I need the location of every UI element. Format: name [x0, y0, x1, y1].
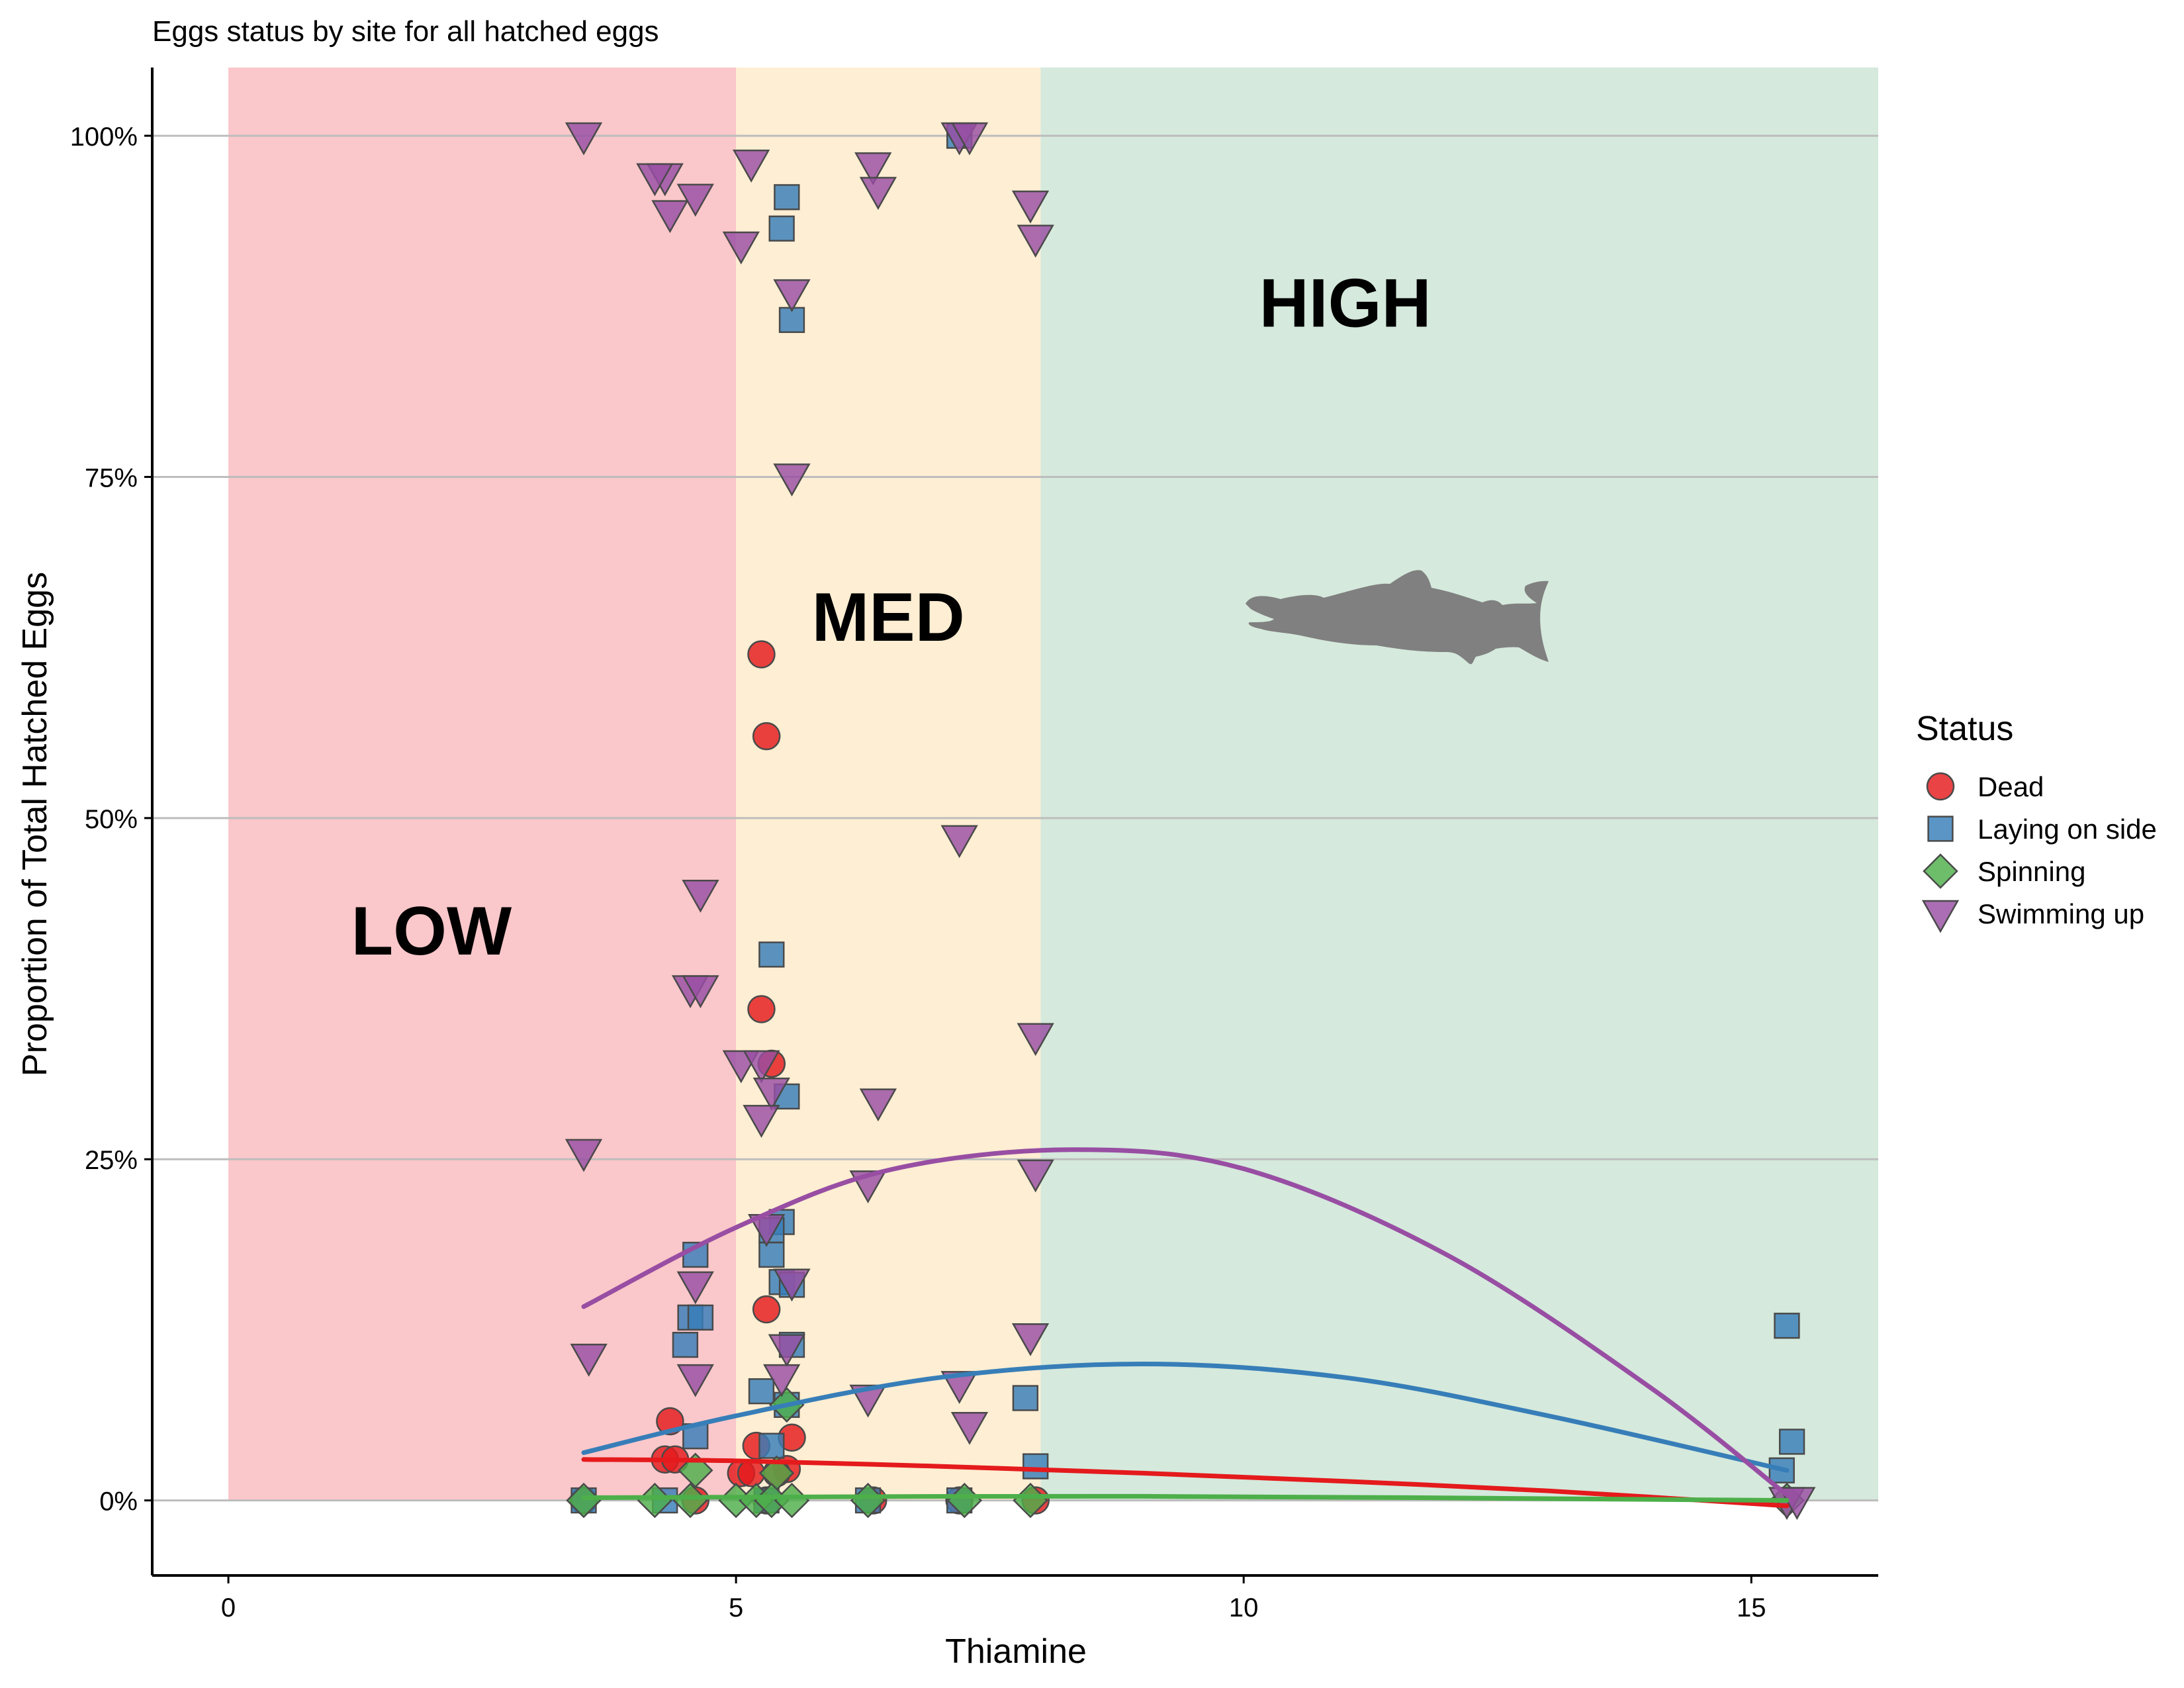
point-swimming-up [768, 1334, 805, 1368]
zone-label-low: LOW [351, 893, 512, 970]
point-dead [747, 640, 776, 669]
legend-label-laying-on-side: Laying on side [1978, 814, 2157, 845]
point-swimming-up [1011, 190, 1050, 224]
point-dead [747, 995, 776, 1023]
x-axis-label: Thiamine [945, 1632, 1087, 1671]
y-tick-label: 25% [85, 1146, 138, 1175]
zone-label-high: HIGH [1259, 265, 1432, 342]
point-swimming-up [732, 150, 770, 183]
point-swimming-up [676, 1271, 714, 1305]
y-tick-label: 50% [85, 805, 138, 834]
legend: Status Dead Laying on side Spinning Swimmin… [1916, 710, 2157, 933]
point-swimming-up [651, 200, 689, 234]
point-swimming-up [565, 1139, 603, 1172]
legend-key-spinning [1923, 853, 1958, 889]
point-swimming-up [1011, 1323, 1050, 1356]
point-swimming-up [565, 122, 603, 156]
x-tick-label: 15 [1737, 1593, 1766, 1622]
point-swimming-up [854, 152, 892, 185]
point-laying-on-side [687, 1304, 714, 1331]
point-dead [752, 1295, 781, 1324]
trend-lines [581, 1147, 1790, 1509]
legend-label-spinning: Spinning [1978, 856, 2085, 887]
point-swimming-up [773, 279, 811, 312]
point-swimming-up [743, 1105, 780, 1138]
point-swimming-up [940, 1371, 978, 1404]
legend-items: Dead Laying on side Spinning Swimming up [1921, 771, 2157, 933]
point-swimming-up [1017, 224, 1054, 258]
point-laying-on-side [758, 941, 785, 968]
point-swimming-up [752, 1077, 790, 1111]
trend-line-swimming-up [581, 1147, 1790, 1497]
y-axis-label: Proportion of Total Hatched Eggs [16, 572, 54, 1076]
zone-band-med [736, 68, 1041, 1501]
point-swimming-up [636, 163, 674, 197]
point-swimming-up [773, 1268, 811, 1302]
point-swimming-up [1017, 1159, 1054, 1193]
y-tick-label: 75% [85, 463, 138, 492]
point-laying-on-side [1012, 1385, 1038, 1411]
x-tick-label: 10 [1229, 1593, 1259, 1622]
point-swimming-up [676, 1364, 714, 1397]
data-points [565, 122, 1816, 1521]
legend-label-swimming-up: Swimming up [1978, 898, 2144, 929]
zones-layer [228, 68, 1878, 1501]
point-laying-on-side [672, 1331, 699, 1358]
legend-key-swimming-up [1921, 900, 1960, 933]
y-tick-label: 100% [70, 122, 138, 152]
point-swimming-up [859, 1088, 897, 1122]
point-swimming-up [722, 231, 760, 265]
point-spinning [566, 1482, 602, 1519]
axes: 0% 25% 50% 75% 100% 0 5 10 15 [70, 68, 1878, 1622]
y-tick-label: 0% [99, 1487, 138, 1517]
point-swimming-up [859, 177, 897, 211]
point-swimming-up [849, 1384, 887, 1418]
point-swimming-up [570, 1343, 608, 1377]
zone-band-low [228, 68, 737, 1501]
point-swimming-up [743, 1050, 780, 1084]
trend-line-spinning [581, 1493, 1790, 1503]
zone-band-high [1040, 68, 1878, 1501]
point-swimming-up [1017, 1023, 1054, 1056]
legend-title: Status [1916, 710, 2013, 748]
point-laying-on-side [1778, 1429, 1805, 1455]
x-tick-label: 5 [729, 1593, 743, 1622]
point-swimming-up [950, 1411, 989, 1445]
trend-line-laying-on-side [581, 1361, 1790, 1473]
point-laying-on-side [758, 1241, 785, 1268]
zone-labels: LOW MED HIGH [351, 265, 1432, 970]
point-swimming-up [682, 879, 719, 913]
point-spinning [672, 1482, 708, 1519]
point-laying-on-side [1774, 1313, 1800, 1339]
legend-key-laying-on-side [1927, 816, 1954, 842]
legend-key-dead [1926, 772, 1955, 801]
point-dead [752, 722, 781, 751]
zone-label-med: MED [812, 579, 965, 656]
point-laying-on-side [768, 215, 795, 242]
point-laying-on-side [1023, 1453, 1049, 1479]
point-swimming-up [950, 122, 989, 156]
x-tick-label: 0 [221, 1593, 236, 1622]
point-spinning [637, 1482, 673, 1519]
trend-line-dead [581, 1457, 1790, 1509]
point-swimming-up [940, 825, 978, 859]
salmon-fish-icon [1246, 570, 1549, 665]
point-swimming-up [676, 183, 714, 217]
point-laying-on-side [778, 306, 805, 334]
chart-title: Eggs status by site for all hatched eggs [152, 15, 659, 48]
legend-label-dead: Dead [1978, 771, 2044, 802]
point-swimming-up [773, 463, 811, 497]
point-swimming-up [763, 1364, 801, 1397]
point-swimming-up [682, 975, 719, 1009]
point-laying-on-side [758, 1432, 785, 1459]
point-laying-on-side [774, 184, 800, 211]
point-laying-on-side [748, 1378, 775, 1405]
